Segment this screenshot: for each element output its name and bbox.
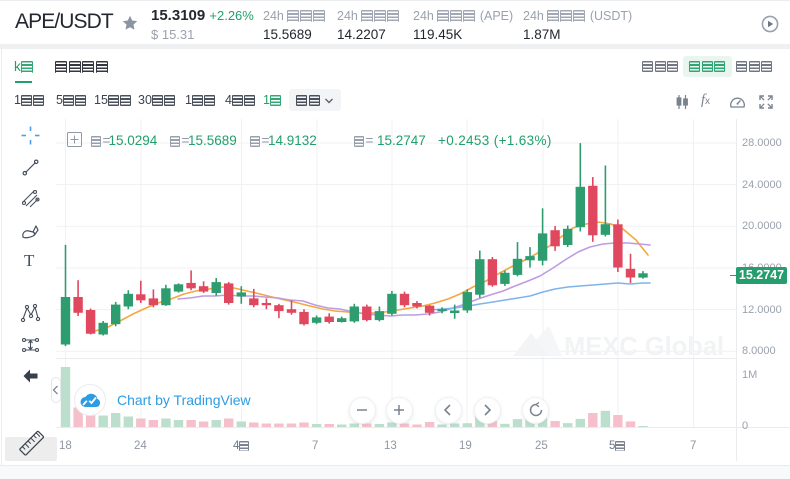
svg-text:MEXC Global: MEXC Global <box>564 333 724 361</box>
